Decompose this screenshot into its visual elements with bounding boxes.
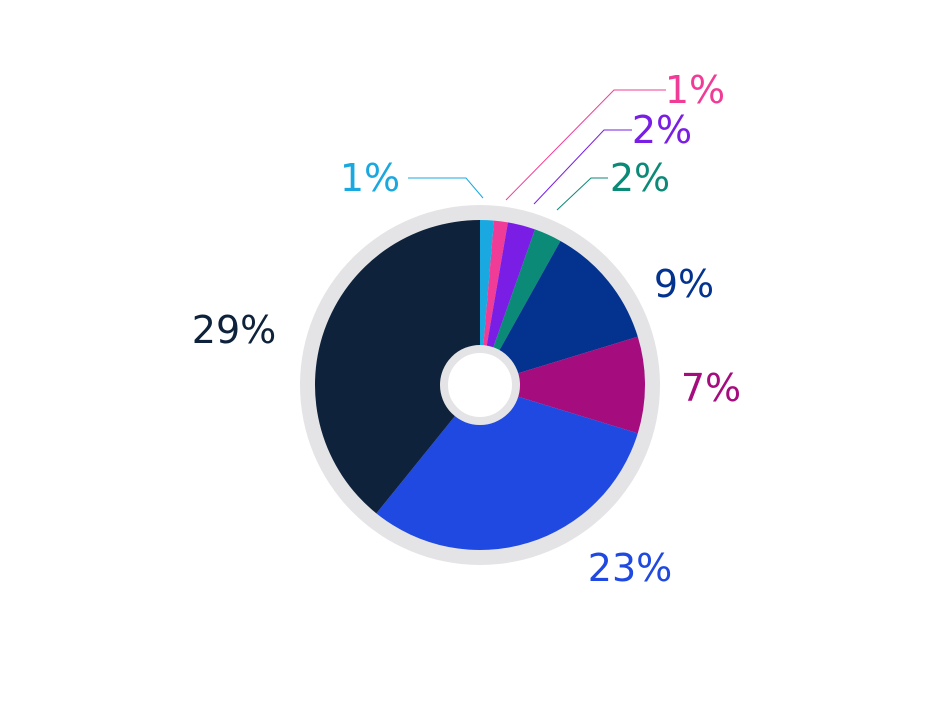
slice-label-8: 29%: [192, 308, 276, 352]
slices-layer: [314, 219, 646, 551]
leader-line-3: [533, 129, 632, 205]
slice-label-3: 2%: [632, 108, 692, 152]
slice-label-1: 1%: [340, 156, 400, 200]
pie-slice-1: [480, 219, 494, 385]
pie-slice-6: [480, 336, 646, 434]
slice-label-7: 23%: [588, 546, 672, 590]
pie-slice-5: [480, 240, 638, 385]
chart-center-hole: [440, 345, 520, 425]
pie-slice-2: [480, 220, 508, 385]
leader-lines-layer: [408, 89, 666, 211]
slice-label-6: 7%: [681, 366, 741, 410]
labels-layer: 1%1%2%2%9%7%23%29%: [192, 68, 741, 590]
slice-label-4: 2%: [610, 156, 670, 200]
slice-label-5: 9%: [654, 262, 714, 306]
leader-line-1: [408, 177, 484, 199]
leader-line-4: [556, 177, 608, 211]
pie-slice-8: [314, 220, 480, 514]
pie-slice-4: [480, 229, 561, 385]
pie-slice-3: [480, 222, 535, 385]
leader-line-2: [505, 89, 666, 201]
slice-label-2: 1%: [665, 68, 725, 112]
pie-slice-7: [376, 385, 638, 551]
